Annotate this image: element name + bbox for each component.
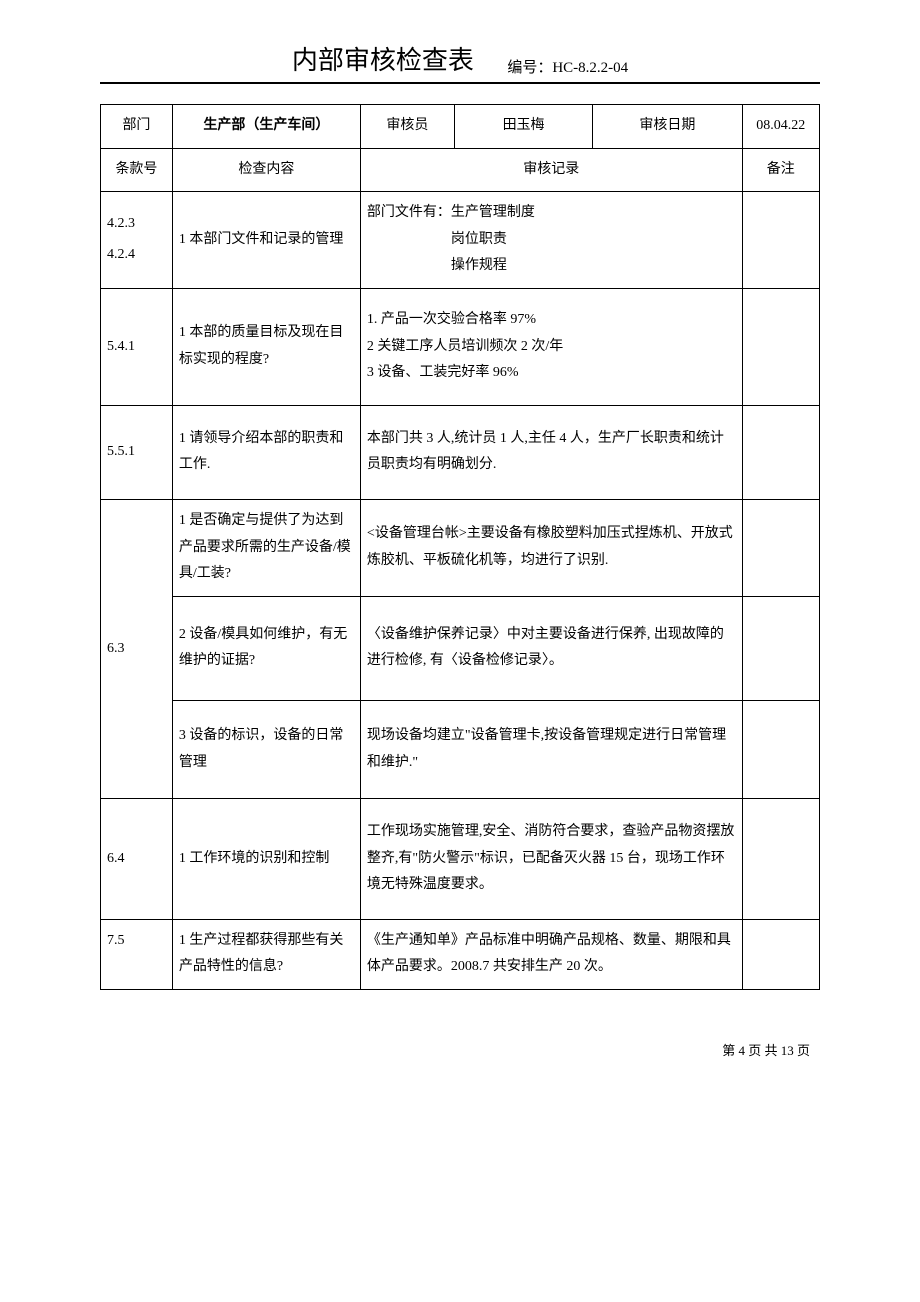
page-footer: 第 4 页 共 13 页 (100, 1040, 820, 1059)
table-row: 5.4.1 1 本部的质量目标及现在目标实现的程度? 1. 产品一次交验合格率 … (101, 288, 820, 405)
auditor-name: 田玉梅 (454, 105, 592, 149)
remark-cell (742, 700, 819, 798)
content-cell: 1 请领导介绍本部的职责和工作. (172, 405, 360, 499)
content-cell: 1 本部门文件和记录的管理 (172, 192, 360, 289)
doc-number: 编号：HC-8.2.2-04 (507, 56, 628, 77)
remark-cell (742, 596, 819, 700)
content-cell: 2 设备/模具如何维护，有无维护的证据? (172, 596, 360, 700)
table-row: 3 设备的标识，设备的日常管理 现场设备均建立"设备管理卡,按设备管理规定进行日… (101, 700, 820, 798)
dept-value: 生产部（生产车间） (172, 105, 360, 149)
record-cell: 《生产通知单》产品标准中明确产品规格、数量、期限和具体产品要求。2008.7 共… (360, 919, 742, 989)
record-header: 审核记录 (360, 148, 742, 192)
table-row: 7.5 1 生产过程都获得那些有关产品特性的信息? 《生产通知单》产品标准中明确… (101, 919, 820, 989)
record-cell: <设备管理台帐>主要设备有橡胶塑料加压式捏炼机、开放式炼胶机、平板硫化机等，均进… (360, 499, 742, 596)
remark-cell (742, 192, 819, 289)
remark-cell (742, 288, 819, 405)
record-cell: 现场设备均建立"设备管理卡,按设备管理规定进行日常管理和维护." (360, 700, 742, 798)
table-row: 6.4 1 工作环境的识别和控制 工作现场实施管理,安全、消防符合要求，查验产品… (101, 799, 820, 920)
table-header-row-2: 条款号 检查内容 审核记录 备注 (101, 148, 820, 192)
clause-cell: 5.5.1 (101, 405, 173, 499)
remark-cell (742, 799, 819, 920)
remark-cell (742, 919, 819, 989)
content-cell: 1 本部的质量目标及现在目标实现的程度? (172, 288, 360, 405)
dept-label: 部门 (101, 105, 173, 149)
remark-cell (742, 405, 819, 499)
record-cell: 1. 产品一次交验合格率 97% 2 关键工序人员培训频次 2 次/年 3 设备… (360, 288, 742, 405)
page-number: 第 4 页 共 13 页 (722, 1043, 810, 1058)
record-cell: 本部门共 3 人,统计员 1 人,主任 4 人，生产厂长职责和统计员职责均有明确… (360, 405, 742, 499)
clause-cell: 4.2.3 4.2.4 (101, 192, 173, 289)
content-header: 检查内容 (172, 148, 360, 192)
auditor-label: 审核员 (360, 105, 454, 149)
date-value: 08.04.22 (742, 105, 819, 149)
clause-cell: 6.4 (101, 799, 173, 920)
record-cell: 部门文件有：生产管理制度 岗位职责 操作规程 (360, 192, 742, 289)
clause-cell: 7.5 (101, 919, 173, 989)
content-cell: 1 是否确定与提供了为达到产品要求所需的生产设备/模具/工装? (172, 499, 360, 596)
page-title: 内部审核检查表 (292, 40, 474, 77)
record-cell: 工作现场实施管理,安全、消防符合要求，查验产品物资摆放整齐,有"防火警示"标识，… (360, 799, 742, 920)
table-row: 5.5.1 1 请领导介绍本部的职责和工作. 本部门共 3 人,统计员 1 人,… (101, 405, 820, 499)
content-cell: 3 设备的标识，设备的日常管理 (172, 700, 360, 798)
remark-cell (742, 499, 819, 596)
clause-cell: 6.3 (101, 499, 173, 798)
table-row: 2 设备/模具如何维护，有无维护的证据? 〈设备维护保养记录〉中对主要设备进行保… (101, 596, 820, 700)
audit-table: 部门 生产部（生产车间） 审核员 田玉梅 审核日期 08.04.22 条款号 检… (100, 104, 820, 990)
table-header-row-1: 部门 生产部（生产车间） 审核员 田玉梅 审核日期 08.04.22 (101, 105, 820, 149)
table-row: 4.2.3 4.2.4 1 本部门文件和记录的管理 部门文件有：生产管理制度 岗… (101, 192, 820, 289)
content-cell: 1 工作环境的识别和控制 (172, 799, 360, 920)
content-cell: 1 生产过程都获得那些有关产品特性的信息? (172, 919, 360, 989)
record-cell: 〈设备维护保养记录〉中对主要设备进行保养, 出现故障的进行检修, 有〈设备检修记… (360, 596, 742, 700)
clause-cell: 5.4.1 (101, 288, 173, 405)
date-label: 审核日期 (593, 105, 742, 149)
clause-header: 条款号 (101, 148, 173, 192)
page-header: 内部审核检查表 编号：HC-8.2.2-04 (100, 40, 820, 84)
table-row: 6.3 1 是否确定与提供了为达到产品要求所需的生产设备/模具/工装? <设备管… (101, 499, 820, 596)
remark-header: 备注 (742, 148, 819, 192)
